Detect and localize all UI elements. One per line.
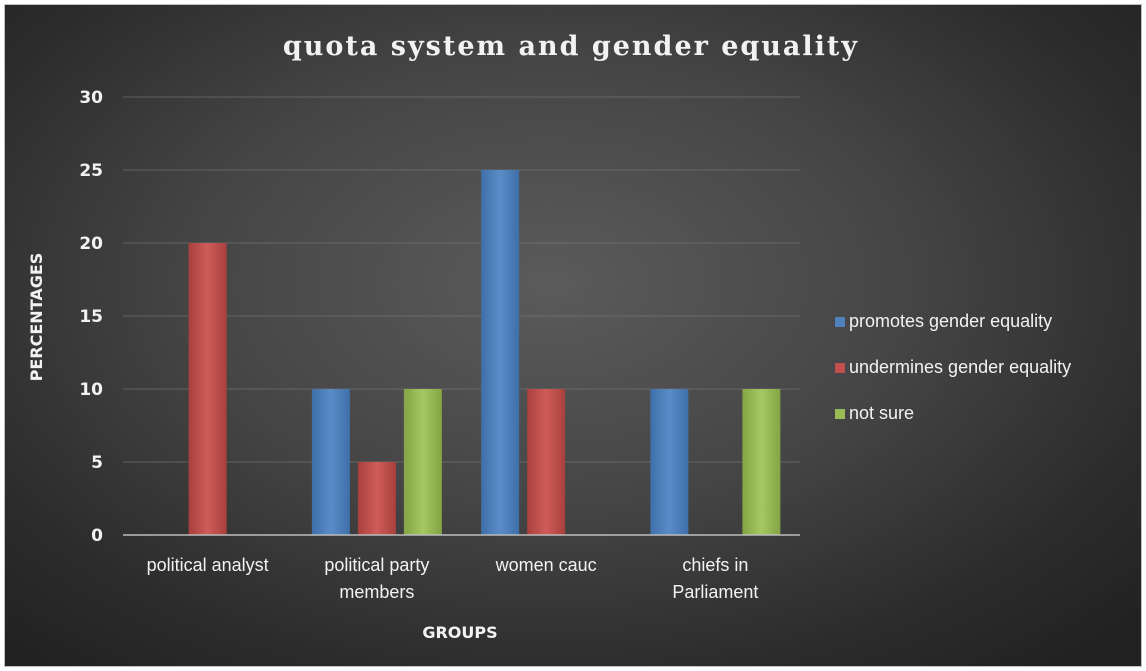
x-tick-label: political analyst	[147, 555, 269, 575]
y-tick-label: 5	[91, 453, 103, 473]
y-tick-label: 20	[79, 234, 103, 254]
bar-promotes-gender-equality-2	[481, 170, 520, 535]
bar-not-sure-3	[742, 389, 781, 535]
legend-label: undermines gender equality	[849, 357, 1071, 377]
bar-undermines-gender-equality-2	[527, 389, 566, 535]
x-axis-ticks: political analyst political party members w…	[147, 555, 759, 602]
chart-area: quota system and gender equality 0 5 10 15 2…	[4, 4, 1142, 667]
x-tick-label: women cauc	[495, 555, 597, 575]
legend-swatch	[835, 409, 845, 419]
bar-undermines-gender-equality-1	[357, 462, 396, 535]
y-tick-label: 30	[79, 88, 103, 108]
x-tick-label: political party members	[324, 555, 429, 602]
legend-label: not sure	[849, 403, 914, 423]
y-tick-label: 0	[91, 526, 103, 546]
bar-promotes-gender-equality-3	[650, 389, 689, 535]
bar-chart: quota system and gender equality 0 5 10 15 2…	[27, 31, 1071, 642]
legend-label: promotes gender equality	[849, 311, 1052, 331]
bar-promotes-gender-equality-1	[311, 389, 350, 535]
legend: promotes gender equality undermines gende…	[835, 311, 1071, 423]
chart-title: quota system and gender equality	[283, 31, 859, 62]
bar-undermines-gender-equality-0	[188, 243, 227, 535]
x-axis-title: GROUPS	[422, 623, 497, 642]
y-tick-label: 25	[79, 161, 103, 181]
y-axis-title: PERCENTAGES	[27, 253, 46, 382]
y-tick-label: 15	[79, 307, 103, 327]
y-axis-ticks: 0 5 10 15 20 25 30	[79, 88, 103, 546]
legend-swatch	[835, 363, 845, 373]
legend-swatch	[835, 317, 845, 327]
x-tick-label: chiefs in Parliament	[672, 555, 758, 602]
bar-not-sure-1	[403, 389, 442, 535]
bars	[188, 170, 781, 535]
y-tick-label: 10	[79, 380, 103, 400]
